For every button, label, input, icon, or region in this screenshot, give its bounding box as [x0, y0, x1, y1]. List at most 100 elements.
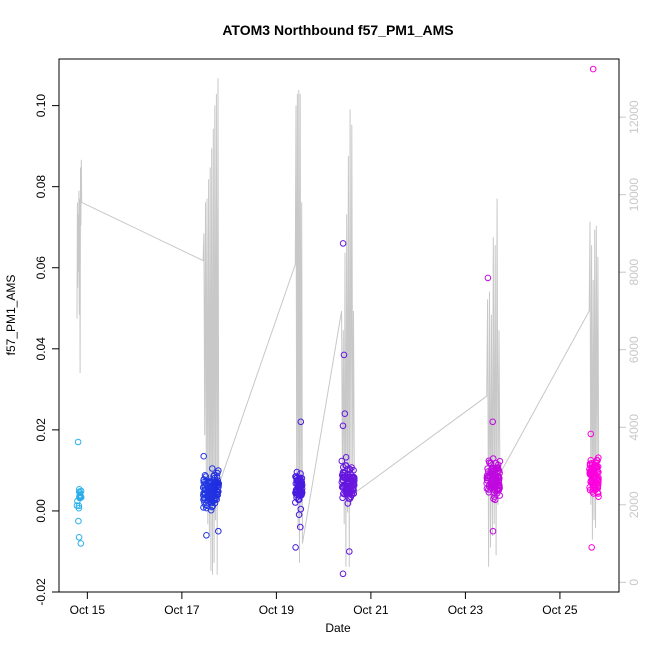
data-point: [589, 481, 597, 489]
y2-tick-label: 0: [627, 579, 641, 586]
data-point: [588, 460, 596, 467]
data-point: [208, 491, 215, 498]
data-point: [297, 474, 304, 482]
data-point: [339, 570, 347, 578]
data-point: [595, 474, 602, 481]
x-tick-label: Oct 15: [70, 603, 106, 617]
data-point: [297, 418, 305, 426]
data-point: [594, 490, 602, 497]
data-point: [215, 467, 222, 474]
data-point: [74, 438, 82, 446]
data-point: [296, 483, 304, 491]
data-point: [296, 487, 304, 495]
x-tick-label: Oct 19: [259, 603, 295, 617]
altitude-line: [76, 78, 600, 575]
data-point: [297, 505, 305, 513]
data-point: [496, 457, 504, 465]
y-tick-label: 0.08: [34, 175, 48, 199]
data-point: [590, 490, 597, 497]
data-point: [75, 534, 83, 541]
data-point: [77, 540, 85, 547]
data-point: [339, 422, 347, 430]
data-point: [489, 418, 497, 426]
y2-tick-label: 6000: [627, 336, 641, 363]
data-point: [592, 459, 600, 467]
data-point: [483, 477, 491, 484]
data-point: [588, 469, 596, 477]
y2-tick-label: 4000: [627, 414, 641, 441]
data-point: [489, 527, 497, 535]
data-point: [345, 487, 353, 495]
data-point: [203, 532, 210, 539]
data-point: [595, 493, 602, 501]
data-point: [494, 486, 502, 494]
data-point: [75, 517, 82, 525]
data-point: [297, 470, 304, 477]
data-point: [487, 459, 495, 467]
data-point: [215, 527, 222, 535]
data-point: [73, 502, 81, 509]
x-tick-label: Oct 17: [164, 603, 200, 617]
data-point: [338, 457, 346, 465]
plot-frame: [58, 58, 620, 593]
data-point: [494, 487, 501, 495]
data-point: [345, 474, 353, 482]
x-tick-label: Oct 21: [353, 603, 389, 617]
data-point: [340, 463, 347, 471]
data-point: [491, 496, 499, 504]
data-point: [214, 477, 222, 485]
y-tick-label: 0.00: [34, 499, 48, 523]
data-point: [298, 490, 305, 498]
data-point: [346, 483, 353, 491]
x-axis-label: Date: [325, 621, 351, 635]
data-point: [203, 504, 210, 512]
data-point: [587, 457, 595, 464]
y-tick-label: 0.10: [34, 94, 48, 118]
data-point: [587, 430, 595, 438]
data-point: [340, 351, 348, 359]
data-point: [485, 486, 492, 493]
points-layer: [73, 65, 602, 578]
y-tick-label: 0.02: [34, 418, 48, 442]
data-point: [589, 486, 597, 493]
y-tick-label: -0.02: [34, 578, 48, 606]
data-point: [488, 481, 495, 489]
data-point: [492, 480, 500, 488]
data-point: [293, 468, 301, 476]
data-point: [346, 548, 353, 555]
data-point: [492, 472, 500, 480]
data-point: [349, 474, 357, 481]
y-axis-label: f57_PM1_AMS: [4, 275, 18, 356]
data-point: [200, 504, 207, 511]
data-point: [214, 481, 222, 489]
data-point: [209, 465, 216, 472]
data-point: [350, 486, 357, 494]
data-point: [489, 480, 497, 487]
x-tick-label: Oct 23: [448, 603, 484, 617]
data-point: [339, 494, 346, 502]
data-point: [76, 492, 84, 500]
data-point: [210, 473, 217, 480]
data-point: [204, 478, 212, 485]
data-point: [586, 486, 594, 494]
data-point: [588, 544, 596, 551]
data-point: [292, 488, 300, 495]
data-point: [594, 476, 602, 484]
y2-tick-label: 12000: [627, 100, 641, 134]
data-point: [345, 477, 352, 485]
y2-tick-label: 2000: [627, 491, 641, 518]
data-point: [484, 274, 492, 282]
data-point: [339, 240, 347, 247]
data-point: [589, 65, 597, 73]
data-point: [586, 470, 594, 477]
data-point: [339, 476, 346, 484]
data-point: [297, 523, 304, 531]
data-point: [293, 475, 300, 482]
axes-layer: Oct 15 Oct 17 Oct 19 Oct 21 Oct 23 Oct 25 -0.0…: [34, 94, 641, 617]
x-tick-label: Oct 25: [542, 603, 578, 617]
data-point: [593, 456, 601, 464]
chart-title: ATOM3 Northbound f57_PM1_AMS: [222, 22, 453, 38]
data-point: [491, 493, 498, 500]
data-point: [593, 480, 601, 487]
